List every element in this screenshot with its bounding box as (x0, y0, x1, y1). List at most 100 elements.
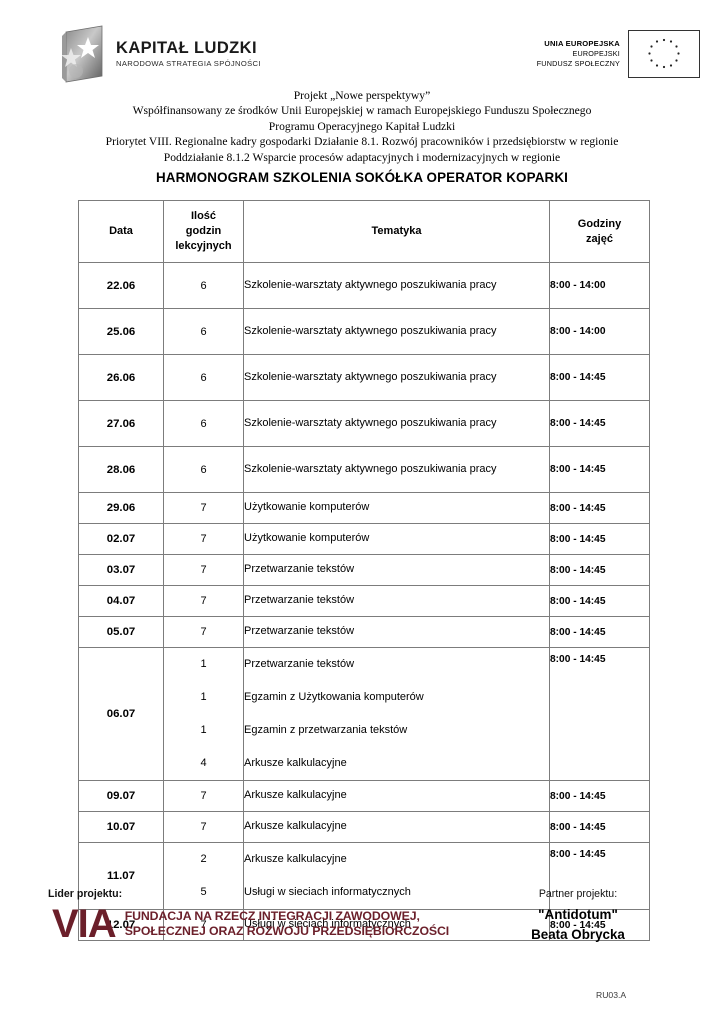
cell-hours-subline: 2 (200, 853, 207, 865)
cell-topic: Arkusze kalkulacyjne Usługi w sieciach in… (243, 842, 550, 910)
page-title: HARMONOGRAM SZKOLENIA SOKÓŁKA OPERATOR K… (155, 170, 569, 185)
cell-topic: Usługi w sieciach informatycznych (243, 909, 550, 941)
column-header-time: Godziny zajęć (549, 200, 650, 263)
cell-time: 8:00 - 14:45 (549, 446, 650, 493)
table-row: 03.07 7 Przetwarzanie tekstów 8:00 - 14:45 (78, 554, 650, 586)
table-row: 25.06 6 Szkolenie-warsztaty aktywnego posz… (78, 308, 650, 355)
cell-time: 8:00 - 14:00 (549, 308, 650, 355)
partner-label: Partner projektu: (538, 888, 618, 900)
kapital-ludzki-text: KAPITAŁ LUDZKI NARODOWA STRATEGIA SPÓJNO… (116, 40, 261, 68)
cell-date: 03.07 (78, 554, 164, 586)
table-row: 28.06 6 Szkolenie-warsztaty aktywnego posz… (78, 446, 650, 493)
cell-time: 8:00 - 14:45 (549, 523, 650, 555)
european-union-text: UNIA EUROPEJSKA EUROPEJSKI FUNDUSZ SPOŁE… (537, 39, 620, 69)
cell-hours-subline: 1 (200, 724, 207, 736)
cell-date: 06.07 (78, 647, 164, 781)
cell-hours: 7 (163, 523, 244, 555)
via-logo-mark: VIA (52, 902, 117, 946)
cell-time: 8:00 - 14:00 (549, 262, 650, 309)
cell-topic: Szkolenie-warsztaty aktywnego poszukiwan… (243, 262, 550, 309)
cell-topic: Arkusze kalkulacyjne (243, 780, 550, 812)
cell-date: 10.07 (78, 811, 164, 843)
project-description: Projekt „Nowe perspektywy” Współfinansow… (0, 88, 724, 165)
cell-topic: Przetwarzanie tekstów (243, 585, 550, 617)
column-header-topic: Tematyka (243, 200, 550, 263)
cell-hours: 6 (163, 308, 244, 355)
project-desc-line-3: Programu Operacyjnego Kapitał Ludzki (268, 119, 456, 133)
cell-topic: Przetwarzanie tekstów (243, 616, 550, 648)
column-header-time-line-1: Godziny (577, 217, 622, 230)
document-header: KAPITAŁ LUDZKI NARODOWA STRATEGIA SPÓJNO… (0, 0, 724, 86)
cell-hours: 7 (163, 554, 244, 586)
eu-line-2: EUROPEJSKI (572, 49, 620, 59)
cell-date: 28.06 (78, 446, 164, 493)
cell-hours: 7 (163, 492, 244, 524)
cell-hours: 7 (163, 811, 244, 843)
leader-organization-name: FUNDACJA NA RZECZ INTEGRACJI ZAWODOWEJ, … (124, 909, 450, 939)
leader-logo: VIA FUNDACJA NA RZECZ INTEGRACJI ZAWODOW… (52, 904, 449, 944)
cell-date: 27.06 (78, 400, 164, 447)
cell-date: 26.06 (78, 354, 164, 401)
cell-time: 8:00 - 14:45 (549, 492, 650, 524)
cell-time: 8:00 - 14:45 (549, 354, 650, 401)
cell-topic: Przetwarzanie tekstów Egzamin z Użytkowan… (243, 647, 550, 781)
cell-topic: Szkolenie-warsztaty aktywnego poszukiwan… (243, 354, 550, 401)
table-body: 22.06 6 Szkolenie-warsztaty aktywnego posz… (78, 262, 650, 941)
column-header-hours-line-1: Ilość (190, 210, 217, 222)
kapital-ludzki-subtitle: NARODOWA STRATEGIA SPÓJNOŚCI (116, 59, 261, 69)
cell-time: 8:00 - 14:45 (549, 811, 650, 843)
partner-name-line-1: "Antidotum" (538, 907, 618, 922)
table-row: 27.06 6 Szkolenie-warsztaty aktywnego posz… (78, 400, 650, 447)
cell-time: 8:00 - 14:45 (549, 554, 650, 586)
table-row: 26.06 6 Szkolenie-warsztaty aktywnego posz… (78, 354, 650, 401)
project-desc-line-4: Priorytet VIII. Regionalne kadry gospoda… (105, 135, 619, 149)
cell-date: 25.06 (78, 308, 164, 355)
project-desc-line-5: Poddziałanie 8.1.2 Wsparcie procesów ada… (163, 150, 561, 164)
cell-topic-subline: Egzamin z przetwarzania tekstów (244, 724, 408, 736)
cell-topic: Użytkowanie komputerów (243, 523, 550, 555)
table-row: 12.07 7 Usługi w sieciach informatycznych 8… (78, 909, 650, 941)
eu-flag-stars-icon (628, 30, 700, 78)
cell-topic-subline: Arkusze kalkulacyjne (244, 757, 347, 769)
eu-line-3: FUNDUSZ SPOŁECZNY (536, 59, 620, 69)
project-desc-line-2: Współfinansowany ze środków Unii Europej… (132, 104, 592, 118)
cell-hours: 1 1 1 4 (163, 647, 244, 781)
cell-time: 8:00 - 14:45 (549, 909, 650, 941)
table-row: 29.06 7 Użytkowanie komputerów 8:00 - 14:45 (78, 492, 650, 524)
cell-hours: 6 (163, 354, 244, 401)
cell-topic: Użytkowanie komputerów (243, 492, 550, 524)
cell-date: 04.07 (78, 585, 164, 617)
table-header: Data Ilość godzin lekcyjnych Tematyka Go… (78, 200, 650, 263)
cell-topic: Szkolenie-warsztaty aktywnego poszukiwan… (243, 446, 550, 493)
cell-hours: 6 (163, 262, 244, 309)
cell-date: 22.06 (78, 262, 164, 309)
cell-topic-subline: Usługi w sieciach informatycznych (244, 886, 411, 898)
column-header-hours: Ilość godzin lekcyjnych (163, 200, 244, 263)
schedule-table: Data Ilość godzin lekcyjnych Tematyka Go… (78, 200, 650, 941)
partner-name-line-2: Beata Obrycka (531, 927, 625, 942)
leader-name-line-2: SPOŁECZNEJ ORAZ ROZWOJU PRZEDSIĘBIORCZOŚ… (124, 924, 450, 938)
eu-line-1: UNIA EUROPEJSKA (544, 39, 620, 49)
table-row: 09.07 7 Arkusze kalkulacyjne 8:00 - 14:45 (78, 780, 650, 812)
cell-time: 8:00 - 14:45 (549, 616, 650, 648)
kapital-ludzki-stars-logo-icon (62, 24, 106, 84)
cell-date: 29.06 (78, 492, 164, 524)
table-row: 02.07 7 Użytkowanie komputerów 8:00 - 14:45 (78, 523, 650, 555)
cell-topic: Szkolenie-warsztaty aktywnego poszukiwan… (243, 400, 550, 447)
project-desc-line-1: Projekt „Nowe perspektywy” (293, 89, 431, 102)
cell-date: 12.07 (78, 909, 164, 941)
table-row: 04.07 7 Przetwarzanie tekstów 8:00 - 14:45 (78, 585, 650, 617)
cell-hours: 6 (163, 400, 244, 447)
cell-hours: 7 (163, 585, 244, 617)
cell-date: 09.07 (78, 780, 164, 812)
table-header-row: Data Ilość godzin lekcyjnych Tematyka Go… (78, 200, 650, 263)
leader-label: Lider projektu: (48, 888, 123, 900)
column-header-hours-line-3: lekcyjnych (175, 240, 232, 252)
leader-name-line-1: FUNDACJA NA RZECZ INTEGRACJI ZAWODOWEJ, (124, 909, 420, 923)
document-code: RU03.A (596, 990, 627, 1000)
cell-topic: Szkolenie-warsztaty aktywnego poszukiwan… (243, 308, 550, 355)
cell-time: 8:00 - 14:45 (549, 647, 650, 781)
cell-hours: 6 (163, 446, 244, 493)
cell-hours-subline: 4 (200, 757, 207, 769)
